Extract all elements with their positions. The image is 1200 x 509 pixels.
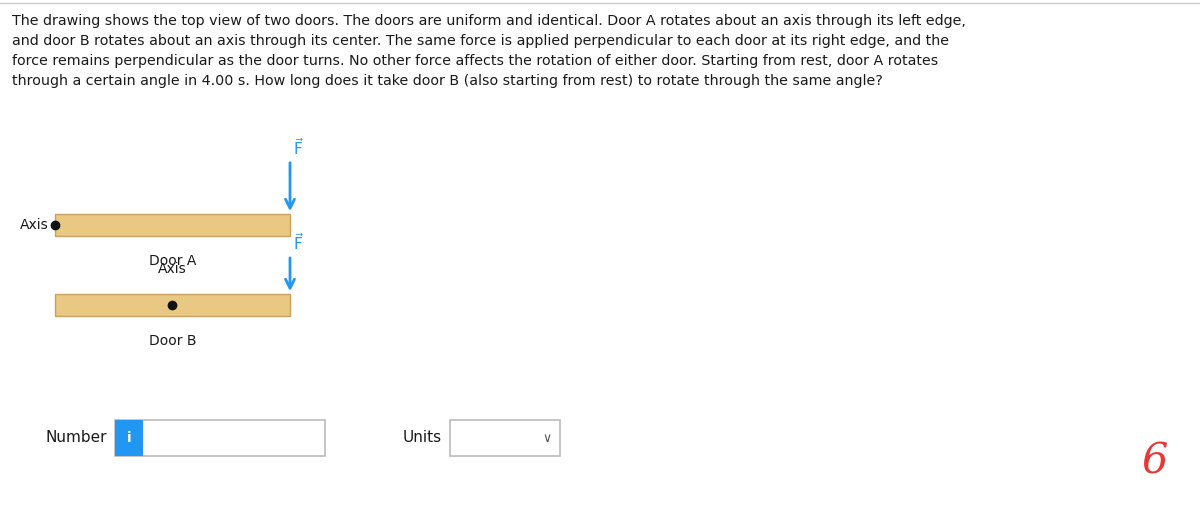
Text: $\mathregular{\vec{F}}$: $\mathregular{\vec{F}}$ [293,137,304,158]
Bar [55,294,290,316]
Text: Axis: Axis [157,262,186,276]
Text: ∨: ∨ [542,432,552,444]
Text: through a certain angle in 4.00 s. How long does it take door B (also starting f: through a certain angle in 4.00 s. How l… [12,74,883,88]
Text: Axis: Axis [20,218,49,232]
Text: $\mathregular{\vec{F}}$: $\mathregular{\vec{F}}$ [293,232,304,253]
Text: Door B: Door B [149,334,197,348]
Text: Units: Units [403,431,442,445]
Text: 6: 6 [1141,441,1169,483]
Bar [115,420,143,456]
Text: Door A: Door A [149,254,196,268]
Text: Number: Number [46,431,107,445]
Bar [55,214,290,236]
Text: The drawing shows the top view of two doors. The doors are uniform and identical: The drawing shows the top view of two do… [12,14,966,28]
Text: and door B rotates about an axis through its center. The same force is applied p: and door B rotates about an axis through… [12,34,949,48]
Text: force remains perpendicular as the door turns. No other force affects the rotati: force remains perpendicular as the door … [12,54,938,68]
Bar [115,420,325,456]
Text: i: i [127,431,131,445]
Bar [450,420,560,456]
